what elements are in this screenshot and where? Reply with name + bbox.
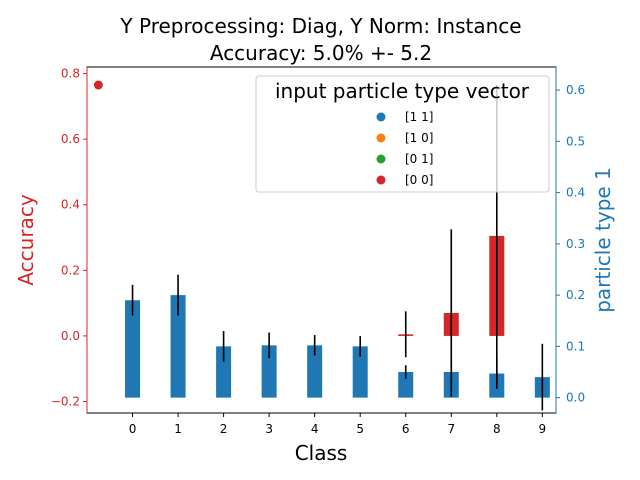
legend-label-2: [0 1] xyxy=(405,152,433,166)
particle-bar-5 xyxy=(352,346,368,398)
y-axis-label-right: particle type 1 xyxy=(591,167,615,313)
x-tick-label-9: 9 xyxy=(539,422,547,436)
x-tick-label-5: 5 xyxy=(356,422,364,436)
x-tick-label-4: 4 xyxy=(311,422,319,436)
legend-label-3: [0 0] xyxy=(405,173,433,187)
right-tick-label-3: 0.3 xyxy=(566,237,585,251)
y-axis-label-left: Accuracy xyxy=(14,194,38,285)
legend-title: input particle type vector xyxy=(275,79,530,103)
left-tick-label-0: −0.2 xyxy=(51,395,80,409)
legend-marker-3 xyxy=(376,175,386,185)
legend-box xyxy=(255,75,550,193)
axes: 0 1 2 3 4 5 6 7 8 9 −0.2 0.0 0.2 0.4 0.6 0.8 0.0 0.1 0.2 0.… xyxy=(51,67,585,436)
chart-title-line1: Y Preprocessing: Diag, Y Norm: Instance xyxy=(119,14,521,38)
right-tick-label-0: 0.0 xyxy=(566,391,585,405)
x-tick-label-6: 6 xyxy=(402,422,410,436)
left-tick-label-4: 0.6 xyxy=(61,132,80,146)
particle-bar-1 xyxy=(170,295,186,398)
x-tick-label-2: 2 xyxy=(220,422,228,436)
plot-area xyxy=(93,80,550,411)
left-tick-label-5: 0.8 xyxy=(61,67,80,81)
legend: input particle type vector [1 1] [1 0] [0 … xyxy=(255,75,550,193)
particle-bar-3 xyxy=(261,345,277,398)
particle-bar-4 xyxy=(307,345,323,398)
x-tick-label-0: 0 xyxy=(129,422,137,436)
legend-marker-1 xyxy=(376,133,386,143)
x-tick-label-7: 7 xyxy=(447,422,455,436)
x-axis-label: Class xyxy=(295,441,348,465)
left-tick-label-2: 0.2 xyxy=(61,263,80,277)
right-tick-label-5: 0.5 xyxy=(566,134,585,148)
legend-marker-0 xyxy=(376,112,386,122)
right-tick-label-6: 0.6 xyxy=(566,83,585,97)
x-tick-label-3: 3 xyxy=(265,422,273,436)
x-tick-label-8: 8 xyxy=(493,422,501,436)
accuracy-marker xyxy=(93,80,103,90)
particle-bar-0 xyxy=(125,300,141,398)
left-tick-label-3: 0.4 xyxy=(61,198,80,212)
legend-label-1: [1 0] xyxy=(405,131,433,145)
right-tick-label-1: 0.1 xyxy=(566,339,585,353)
legend-label-0: [1 1] xyxy=(405,110,433,124)
particle-bar-6 xyxy=(398,371,414,398)
particle-bar-2 xyxy=(216,346,232,398)
left-tick-label-1: 0.0 xyxy=(61,329,80,343)
chart-title-line2: Accuracy: 5.0% +- 5.2 xyxy=(210,41,432,65)
right-tick-label-4: 0.4 xyxy=(566,186,585,200)
legend-marker-2 xyxy=(376,154,386,164)
right-tick-label-2: 0.2 xyxy=(566,288,585,302)
x-tick-label-1: 1 xyxy=(174,422,182,436)
